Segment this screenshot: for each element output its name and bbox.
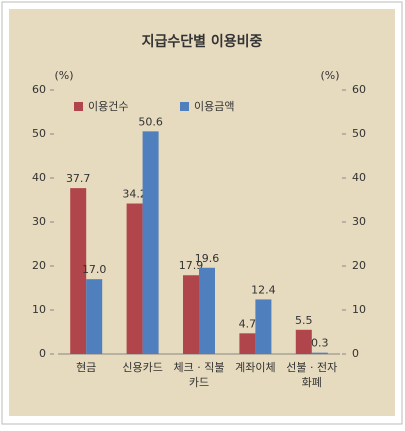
data-label: 37.7: [66, 172, 91, 185]
legend-label: 이용금액: [194, 100, 234, 113]
legend-label: 이용건수: [88, 100, 128, 113]
chart-title: 지급수단별 이용비중: [142, 33, 263, 50]
y-tick-label: 30: [32, 215, 46, 228]
y2-axis-label: (%): [320, 69, 339, 82]
y2-tick-label: 20: [352, 259, 366, 272]
data-label: 12.4: [251, 283, 276, 296]
legend-swatch: [74, 102, 83, 111]
y2-tick-label: 50: [352, 127, 366, 140]
bar: [295, 329, 312, 354]
y-tick-label: 60: [32, 83, 46, 96]
bar: [255, 299, 272, 354]
x-tick-label: 계좌이체: [235, 361, 275, 374]
x-tick-label: 선불 · 전자 화폐: [286, 361, 337, 389]
legend-swatch: [180, 102, 189, 111]
data-label: 17.9: [179, 259, 204, 272]
bar: [183, 275, 199, 354]
y-tick-label: 10: [32, 303, 46, 316]
bar: [142, 131, 159, 354]
y2-tick-label: 0: [352, 347, 359, 360]
y2-tick-label: 10: [352, 303, 366, 316]
data-label: 0.3: [311, 337, 329, 350]
x-tick-label: 신용카드: [122, 361, 162, 374]
bar: [199, 267, 215, 354]
y2-tick-label: 40: [352, 171, 366, 184]
y-axis-label: (%): [54, 69, 73, 82]
bar: [86, 279, 103, 354]
y2-tick-label: 60: [352, 83, 366, 96]
bar: [70, 188, 87, 354]
data-label: 50.6: [138, 115, 163, 128]
data-label: 17.0: [82, 263, 107, 276]
data-label: 19.6: [195, 252, 220, 265]
bar: [126, 203, 143, 354]
x-tick-label: 체크 · 직불 카드: [174, 361, 225, 389]
y-tick-label: 50: [32, 127, 46, 140]
y-tick-label: 40: [32, 171, 46, 184]
x-tick-label: 현금: [76, 361, 96, 374]
data-label: 5.5: [295, 314, 313, 327]
bar: [239, 333, 256, 354]
data-label: 4.7: [239, 317, 257, 330]
y-tick-label: 20: [32, 259, 46, 272]
bar: [311, 352, 328, 354]
y2-tick-label: 30: [352, 215, 366, 228]
y-tick-label: 0: [39, 347, 46, 360]
data-label: 34.2: [122, 188, 147, 201]
